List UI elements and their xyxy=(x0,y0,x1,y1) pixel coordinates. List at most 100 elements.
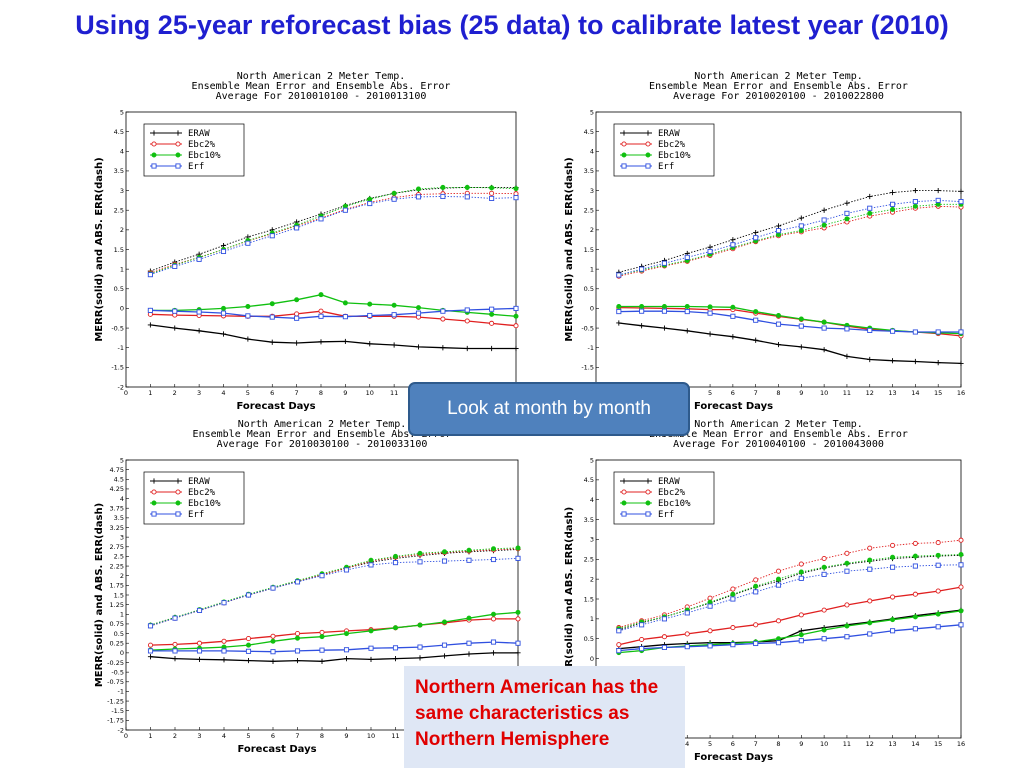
data-point xyxy=(798,612,804,618)
series-line xyxy=(618,564,962,632)
y-tick-label: 3.5 xyxy=(114,514,124,522)
data-point xyxy=(368,628,374,634)
series-eraw-solid xyxy=(616,320,964,367)
series-ebc10pct-dash xyxy=(147,545,521,628)
legend-label: Ebc2% xyxy=(188,140,216,150)
series-erf-dash xyxy=(147,555,521,629)
series-line xyxy=(618,190,962,273)
data-point xyxy=(730,591,736,597)
data-point xyxy=(295,635,301,641)
data-point xyxy=(798,569,804,575)
data-point xyxy=(867,327,873,333)
series-line xyxy=(618,322,962,365)
data-point xyxy=(867,545,873,551)
x-tick-label: 3 xyxy=(197,389,201,397)
series-line xyxy=(618,205,962,277)
data-point xyxy=(844,353,850,359)
data-point xyxy=(172,615,178,621)
x-tick-label: 6 xyxy=(271,732,275,740)
data-point xyxy=(935,187,941,194)
series-eraw-dash xyxy=(616,552,964,633)
data-point xyxy=(490,639,497,645)
data-point xyxy=(441,549,447,555)
data-point xyxy=(821,217,827,223)
y-tick-label: -1 xyxy=(118,688,124,696)
data-point xyxy=(464,307,470,313)
data-point xyxy=(890,564,896,570)
x-tick-label: 5 xyxy=(246,389,250,397)
data-point xyxy=(707,331,713,337)
data-point xyxy=(844,216,850,222)
data-point xyxy=(958,537,964,543)
x-axis-label: Forecast Days xyxy=(236,401,315,412)
y-tick-label: 1.75 xyxy=(110,582,124,590)
data-point xyxy=(367,200,373,207)
data-point xyxy=(684,309,690,315)
data-point xyxy=(294,315,300,321)
y-tick-label: -0.5 xyxy=(581,324,594,332)
legend-marker xyxy=(645,152,651,158)
data-point xyxy=(490,556,497,563)
data-point xyxy=(935,624,941,630)
data-point xyxy=(753,235,759,241)
data-point xyxy=(616,642,622,648)
x-tick-label: 11 xyxy=(843,389,851,397)
data-point xyxy=(245,648,252,654)
legend-marker xyxy=(621,130,627,136)
data-point xyxy=(319,634,325,640)
series-ebc2pct-dash xyxy=(147,546,521,629)
data-point xyxy=(441,653,448,659)
series-line xyxy=(150,307,517,319)
x-tick-label: 11 xyxy=(843,740,851,748)
x-tick-label: 16 xyxy=(957,389,965,397)
data-point xyxy=(196,256,202,262)
y-tick-label: 2 xyxy=(590,226,594,234)
legend-label: Ebc2% xyxy=(658,488,686,498)
y-tick-label: 1 xyxy=(120,611,124,619)
data-point xyxy=(912,199,918,205)
y-tick-label: 0.75 xyxy=(110,620,124,628)
x-tick-label: 14 xyxy=(911,389,919,397)
y-tick-label: 2 xyxy=(590,575,594,583)
x-tick-label: 5 xyxy=(246,732,250,740)
data-point xyxy=(221,648,227,654)
x-tick-label: 6 xyxy=(731,389,735,397)
y-tick-label: -1.5 xyxy=(111,707,124,715)
y-tick-label: 3.5 xyxy=(114,167,124,175)
data-point xyxy=(391,342,397,348)
data-point xyxy=(172,641,178,647)
data-point xyxy=(639,646,645,652)
y-tick-label: 3.5 xyxy=(584,516,594,524)
data-point xyxy=(935,588,941,594)
data-point xyxy=(935,540,941,546)
data-point xyxy=(318,339,324,345)
data-point xyxy=(440,316,446,322)
x-tick-label: 15 xyxy=(934,389,942,397)
legend-marker xyxy=(621,152,627,158)
y-tick-label: 1 xyxy=(590,265,594,273)
series-line xyxy=(618,586,962,646)
data-point xyxy=(844,623,850,629)
data-point xyxy=(844,602,850,608)
data-point xyxy=(684,631,690,637)
data-point xyxy=(639,323,645,329)
data-point xyxy=(798,632,804,638)
chart-title-line: Average For 2010010100 - 2010013100 xyxy=(216,91,427,102)
data-point xyxy=(391,196,397,202)
y-tick-label: 4 xyxy=(120,148,124,156)
y-tick-label: 4.5 xyxy=(584,476,594,484)
data-point xyxy=(172,263,178,269)
data-point xyxy=(221,638,227,644)
data-point xyxy=(294,225,300,231)
series-line xyxy=(618,305,962,335)
y-tick-label: 2.5 xyxy=(114,207,124,215)
data-point xyxy=(269,314,275,320)
data-point xyxy=(958,329,964,335)
data-point xyxy=(245,336,251,342)
legend-marker xyxy=(175,163,181,169)
note-box: Northern American has the same character… xyxy=(404,666,685,768)
data-point xyxy=(464,318,470,324)
data-point xyxy=(661,616,667,622)
legend-marker xyxy=(621,489,627,495)
